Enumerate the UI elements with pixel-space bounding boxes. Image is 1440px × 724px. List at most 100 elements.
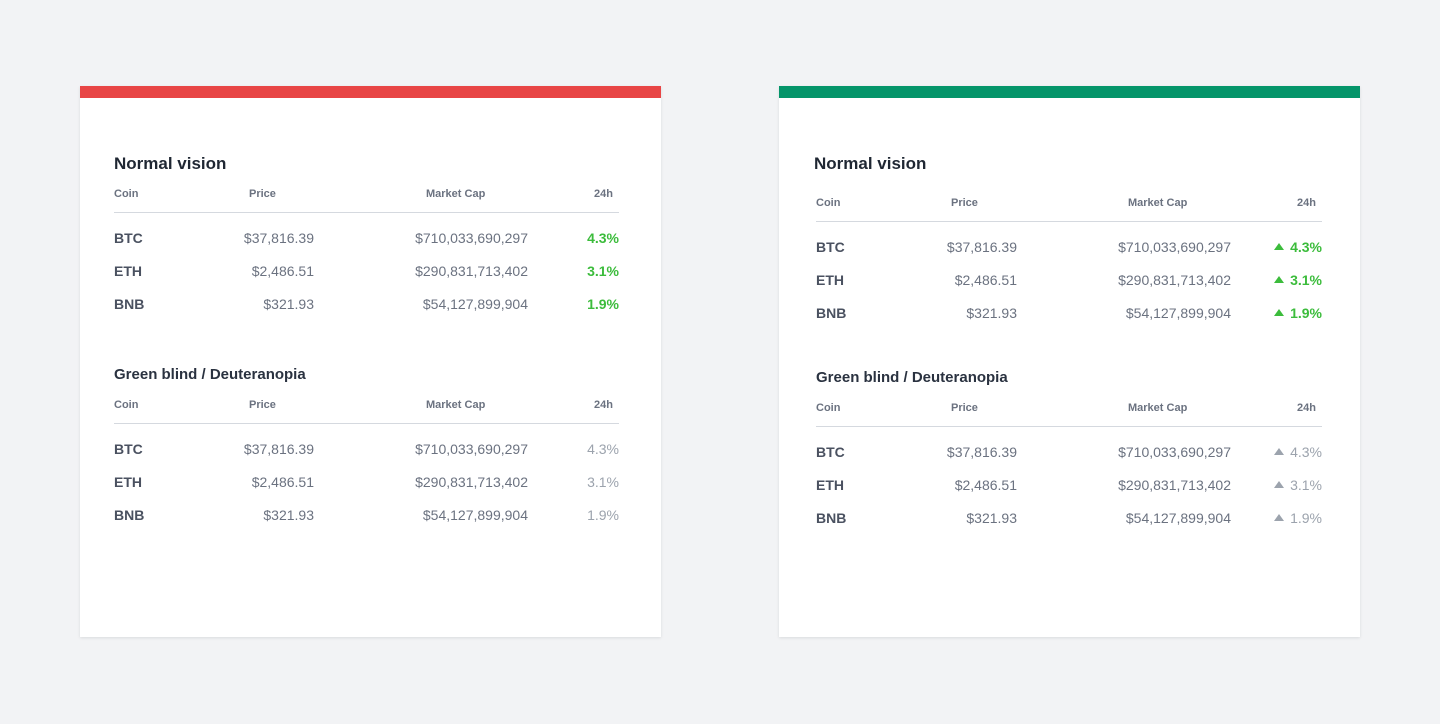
table-row: ETH $2,486.51 $290,831,713,402 3.1% [114, 259, 619, 292]
triangle-up-icon [1274, 276, 1285, 283]
coin-market-cap: $290,831,713,402 [415, 263, 528, 279]
table-header: Coin Price Market Cap 24h [816, 191, 1322, 222]
coin-symbol: BNB [114, 296, 145, 312]
coin-price: $2,486.51 [251, 474, 314, 490]
section-title: Normal vision [814, 154, 927, 173]
coin-symbol: ETH [114, 263, 142, 279]
col-price: Price [249, 188, 276, 200]
coin-symbol: BNB [816, 510, 847, 526]
coin-change: 1.9% [1290, 305, 1322, 321]
col-24h: 24h [594, 188, 613, 200]
coin-price: $321.93 [966, 305, 1017, 321]
col-market-cap: Market Cap [426, 399, 486, 411]
card-top-bar-green [779, 86, 1360, 98]
card-without-icons: Normal vision Coin Price Market Cap 24h … [80, 86, 661, 637]
table-row: BTC $37,816.39 $710,033,690,297 4.3% [114, 226, 619, 259]
table-header: Coin Price Market Cap 24h [114, 393, 619, 424]
coin-change: 4.3% [1290, 444, 1322, 460]
section-normal-vision: Normal vision Coin Price Market Cap 24h … [114, 153, 619, 325]
table-row: BNB $321.93 $54,127,899,904 1.9% [114, 292, 619, 325]
coin-symbol: BTC [114, 230, 143, 246]
coin-price: $2,486.51 [954, 477, 1017, 493]
triangle-up-icon [1274, 448, 1285, 455]
coin-change: 3.1% [1290, 477, 1322, 493]
coin-market-cap: $54,127,899,904 [1125, 305, 1231, 321]
coin-price: $37,816.39 [243, 441, 314, 457]
card-with-icons: Normal vision Coin Price Market Cap 24h … [779, 86, 1360, 637]
coin-price: $37,816.39 [946, 444, 1017, 460]
table-row: ETH $2,486.51 $290,831,713,402 3.1% [816, 268, 1322, 301]
triangle-up-icon [1274, 243, 1285, 250]
coin-market-cap: $710,033,690,297 [415, 441, 528, 457]
section-normal-vision-table: Coin Price Market Cap 24h BTC $37,816.39… [816, 184, 1322, 334]
coin-change: 3.1% [587, 474, 619, 490]
coin-change: 3.1% [1290, 272, 1322, 288]
col-coin: Coin [816, 402, 841, 414]
table-row: BNB $321.93 $54,127,899,904 1.9% [114, 503, 619, 536]
coin-market-cap: $54,127,899,904 [422, 296, 528, 312]
section-deuteranopia: Green blind / Deuteranopia Coin Price Ma… [816, 367, 1322, 539]
table-header: Coin Price Market Cap 24h [816, 396, 1322, 427]
coin-price: $37,816.39 [243, 230, 314, 246]
coin-change: 1.9% [587, 507, 619, 523]
coin-change-wrap: 4.3% [1274, 235, 1322, 259]
col-market-cap: Market Cap [1128, 197, 1188, 209]
section-title: Green blind / Deuteranopia [816, 369, 1008, 386]
triangle-up-icon [1274, 481, 1285, 488]
card-top-bar-red [80, 86, 661, 98]
col-coin: Coin [816, 197, 841, 209]
coin-change-wrap: 1.9% [1274, 506, 1322, 530]
coin-symbol: BTC [816, 239, 845, 255]
table-row: ETH $2,486.51 $290,831,713,402 3.1% [816, 473, 1322, 506]
section-deuteranopia: Green blind / Deuteranopia Coin Price Ma… [114, 364, 619, 536]
coin-market-cap: $710,033,690,297 [415, 230, 528, 246]
col-24h: 24h [1297, 197, 1316, 209]
col-market-cap: Market Cap [1128, 402, 1188, 414]
col-price: Price [249, 399, 276, 411]
coin-change: 4.3% [1290, 239, 1322, 255]
section-title: Normal vision [114, 154, 227, 173]
coin-symbol: BTC [114, 441, 143, 457]
coin-change: 1.9% [1290, 510, 1322, 526]
col-price: Price [951, 402, 978, 414]
table-row: ETH $2,486.51 $290,831,713,402 3.1% [114, 470, 619, 503]
table-header: Coin Price Market Cap 24h [114, 182, 619, 213]
section-normal-vision: Normal vision [814, 153, 1320, 175]
coin-change-wrap: 3.1% [1274, 473, 1322, 497]
table-row: BTC $37,816.39 $710,033,690,297 4.3% [816, 440, 1322, 473]
col-24h: 24h [1297, 402, 1316, 414]
table-row: BTC $37,816.39 $710,033,690,297 4.3% [816, 235, 1322, 268]
coin-market-cap: $290,831,713,402 [1118, 272, 1231, 288]
coin-market-cap: $54,127,899,904 [1125, 510, 1231, 526]
coin-symbol: ETH [816, 272, 844, 288]
coin-price: $2,486.51 [251, 263, 314, 279]
coin-change-wrap: 3.1% [1274, 268, 1322, 292]
coin-market-cap: $54,127,899,904 [422, 507, 528, 523]
coin-market-cap: $290,831,713,402 [415, 474, 528, 490]
coin-symbol: BNB [114, 507, 145, 523]
col-price: Price [951, 197, 978, 209]
section-title: Green blind / Deuteranopia [114, 366, 306, 383]
triangle-up-icon [1274, 514, 1285, 521]
coin-change: 4.3% [587, 230, 619, 246]
triangle-up-icon [1274, 309, 1285, 316]
table-row: BNB $321.93 $54,127,899,904 1.9% [816, 301, 1322, 334]
coin-market-cap: $710,033,690,297 [1118, 239, 1231, 255]
coin-symbol: BTC [816, 444, 845, 460]
col-coin: Coin [114, 188, 139, 200]
coin-change-wrap: 1.9% [1274, 301, 1322, 325]
coin-change: 1.9% [587, 296, 619, 312]
coin-change: 3.1% [587, 263, 619, 279]
coin-change-wrap: 4.3% [1274, 440, 1322, 464]
coin-price: $37,816.39 [946, 239, 1017, 255]
coin-symbol: ETH [114, 474, 142, 490]
coin-symbol: ETH [816, 477, 844, 493]
coin-symbol: BNB [816, 305, 847, 321]
coin-change: 4.3% [587, 441, 619, 457]
col-coin: Coin [114, 399, 139, 411]
col-market-cap: Market Cap [426, 188, 486, 200]
coin-price: $2,486.51 [954, 272, 1017, 288]
coin-market-cap: $710,033,690,297 [1118, 444, 1231, 460]
table-row: BNB $321.93 $54,127,899,904 1.9% [816, 506, 1322, 539]
coin-market-cap: $290,831,713,402 [1118, 477, 1231, 493]
